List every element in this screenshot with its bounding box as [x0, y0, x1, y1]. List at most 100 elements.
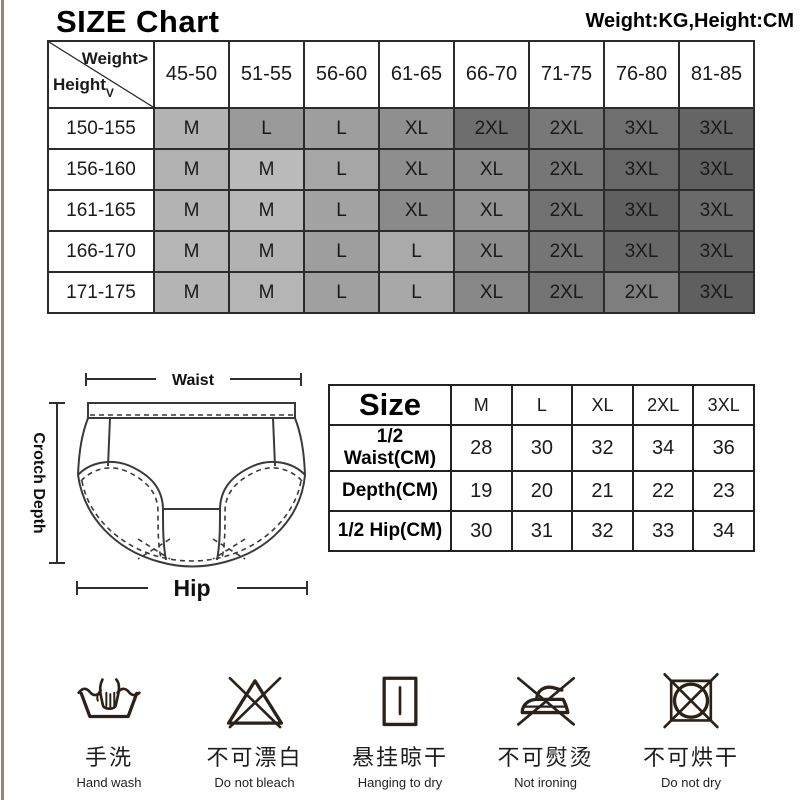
size-cell: L: [303, 148, 380, 191]
care-label-zh: 手洗: [84, 745, 133, 770]
size-cell: L: [378, 230, 455, 273]
measure-table-header-row: Size M L XL 2XL 3XL: [328, 384, 755, 426]
measure-table-row: Depth(CM) 19 20 21 22 23: [328, 470, 755, 512]
measure-value-cell: 33: [631, 510, 695, 552]
size-cell: 3XL: [603, 148, 680, 191]
size-cell: 3XL: [603, 107, 680, 150]
care-item-do-not-iron: 不可熨烫 Not ironing: [475, 672, 617, 790]
size-cell: 2XL: [528, 107, 605, 150]
garment-diagram: Waist Crotch Depth Hip: [20, 362, 330, 612]
size-cell: M: [153, 189, 230, 232]
size-cell: 2XL: [528, 271, 605, 314]
care-label-en: Hand wash: [76, 775, 142, 790]
size-table-row: 150-155 M L L XL 2XL 2XL 3XL 3XL: [47, 107, 755, 150]
weight-column-header: 61-65: [378, 40, 455, 109]
size-cell: M: [228, 271, 305, 314]
weight-column-header: 56-60: [303, 40, 380, 109]
measure-value-cell: 34: [692, 510, 755, 552]
measure-value-cell: 28: [450, 424, 513, 472]
measure-value-cell: 30: [450, 510, 513, 552]
left-border-strip: [1, 0, 4, 800]
height-row-label: 150-155: [47, 107, 155, 150]
page-title: SIZE Chart: [56, 4, 220, 39]
hip-label: Hip: [173, 575, 210, 601]
diagonal-line: [49, 42, 153, 107]
care-item-hanging-to-dry: 悬挂晾干 Hanging to dry: [329, 672, 471, 790]
weight-column-header: 71-75: [528, 40, 605, 109]
measure-table-row: 1/2 Waist(CM) 28 30 32 34 36: [328, 424, 755, 472]
size-cell: M: [228, 230, 305, 273]
size-cell: 3XL: [678, 107, 755, 150]
measure-value-cell: 36: [692, 424, 755, 472]
units-note: Weight:KG,Height:CM: [585, 10, 795, 32]
size-cell: 2XL: [528, 148, 605, 191]
size-cell: XL: [378, 148, 455, 191]
height-row-label: 161-165: [47, 189, 155, 232]
care-label-zh: 悬挂晾干: [351, 745, 448, 770]
do-not-iron-icon: [516, 676, 575, 726]
measure-value-cell: 32: [571, 510, 634, 552]
height-row-label: 156-160: [47, 148, 155, 191]
measure-row-label: 1/2 Hip(CM): [328, 510, 452, 552]
weight-column-header: 76-80: [603, 40, 680, 109]
down-arrow-glyph: V: [105, 86, 114, 100]
measure-value-cell: 19: [450, 470, 513, 512]
size-cell: 3XL: [603, 189, 680, 232]
size-cell: L: [303, 189, 380, 232]
care-instructions-row: 手洗 Hand wash 不可漂白 Do not bleach 悬挂晾干 Han…: [38, 672, 762, 790]
measure-value-cell: 34: [631, 424, 695, 472]
measure-column-header: M: [450, 384, 513, 426]
size-cell: M: [153, 107, 230, 150]
measure-value-cell: 23: [692, 470, 755, 512]
right-arrow-glyph: >: [138, 49, 148, 68]
care-label-zh: 不可熨烫: [497, 745, 594, 770]
care-label-en: Do not bleach: [214, 775, 295, 790]
measure-table-title: Size: [328, 384, 452, 426]
size-cell: M: [228, 189, 305, 232]
care-label-en: Do not dry: [661, 775, 721, 790]
size-table-row: 171-175 M M L L XL 2XL 2XL 3XL: [47, 271, 755, 314]
size-cell: XL: [453, 189, 530, 232]
size-cell: L: [303, 230, 380, 273]
measure-value-cell: 30: [510, 424, 574, 472]
size-table-row: 161-165 M M L XL XL 2XL 3XL 3XL: [47, 189, 755, 232]
measure-value-cell: 21: [571, 470, 634, 512]
care-label-zh: 不可烘干: [642, 745, 739, 770]
weight-column-header: 45-50: [153, 40, 230, 109]
do-not-dry-icon: [663, 672, 719, 729]
size-cell: 3XL: [678, 271, 755, 314]
care-label-en: Hanging to dry: [357, 775, 443, 790]
measure-value-cell: 20: [510, 470, 574, 512]
hanging-to-dry-icon: [382, 676, 418, 727]
height-row-label: 166-170: [47, 230, 155, 273]
measure-row-label: Depth(CM): [328, 470, 452, 512]
size-cell: 2XL: [453, 107, 530, 150]
crotch-depth-label: Crotch Depth: [30, 432, 47, 533]
size-cell: XL: [453, 230, 530, 273]
do-not-bleach-icon: [226, 676, 283, 729]
size-table-row: 166-170 M M L L XL 2XL 3XL 3XL: [47, 230, 755, 273]
size-cell: 3XL: [678, 148, 755, 191]
size-cell: 2XL: [528, 230, 605, 273]
measure-column-header: XL: [571, 384, 634, 426]
size-cell: 3XL: [678, 230, 755, 273]
weight-column-header: 66-70: [453, 40, 530, 109]
hand-wash-icon: [77, 678, 141, 719]
measure-column-header: 3XL: [692, 384, 755, 426]
care-item-hand-wash: 手洗 Hand wash: [38, 672, 180, 790]
size-cell: L: [303, 271, 380, 314]
size-cell: M: [228, 148, 305, 191]
corner-height-label: HeightV: [53, 75, 114, 100]
size-cell: XL: [453, 148, 530, 191]
measure-column-header: 2XL: [631, 384, 695, 426]
briefs-drawing: Waist Crotch Depth Hip: [30, 372, 308, 601]
waist-label: Waist: [172, 372, 215, 389]
size-cell: 3XL: [678, 189, 755, 232]
size-cell: 3XL: [603, 230, 680, 273]
size-cell: 2XL: [528, 189, 605, 232]
care-item-do-not-bleach: 不可漂白 Do not bleach: [184, 672, 326, 790]
size-cell: M: [153, 230, 230, 273]
measure-column-header: L: [510, 384, 574, 426]
size-cell: M: [153, 148, 230, 191]
